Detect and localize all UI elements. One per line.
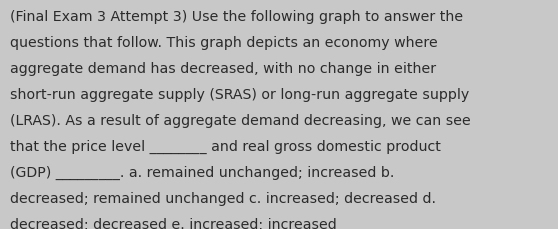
Text: (GDP) _________. a. remained unchanged; increased b.: (GDP) _________. a. remained unchanged; … <box>10 166 395 180</box>
Text: (Final Exam 3 Attempt 3) Use the following graph to answer the: (Final Exam 3 Attempt 3) Use the followi… <box>10 10 463 24</box>
Text: short-run aggregate supply (SRAS) or long-run aggregate supply: short-run aggregate supply (SRAS) or lon… <box>10 88 469 102</box>
Text: decreased; remained unchanged c. increased; decreased d.: decreased; remained unchanged c. increas… <box>10 191 436 205</box>
Text: (LRAS). As a result of aggregate demand decreasing, we can see: (LRAS). As a result of aggregate demand … <box>10 114 471 128</box>
Text: that the price level ________ and real gross domestic product: that the price level ________ and real g… <box>10 140 441 154</box>
Text: aggregate demand has decreased, with no change in either: aggregate demand has decreased, with no … <box>10 62 436 76</box>
Text: decreased; decreased e. increased; increased: decreased; decreased e. increased; incre… <box>10 217 337 229</box>
Text: questions that follow. This graph depicts an economy where: questions that follow. This graph depict… <box>10 36 438 50</box>
